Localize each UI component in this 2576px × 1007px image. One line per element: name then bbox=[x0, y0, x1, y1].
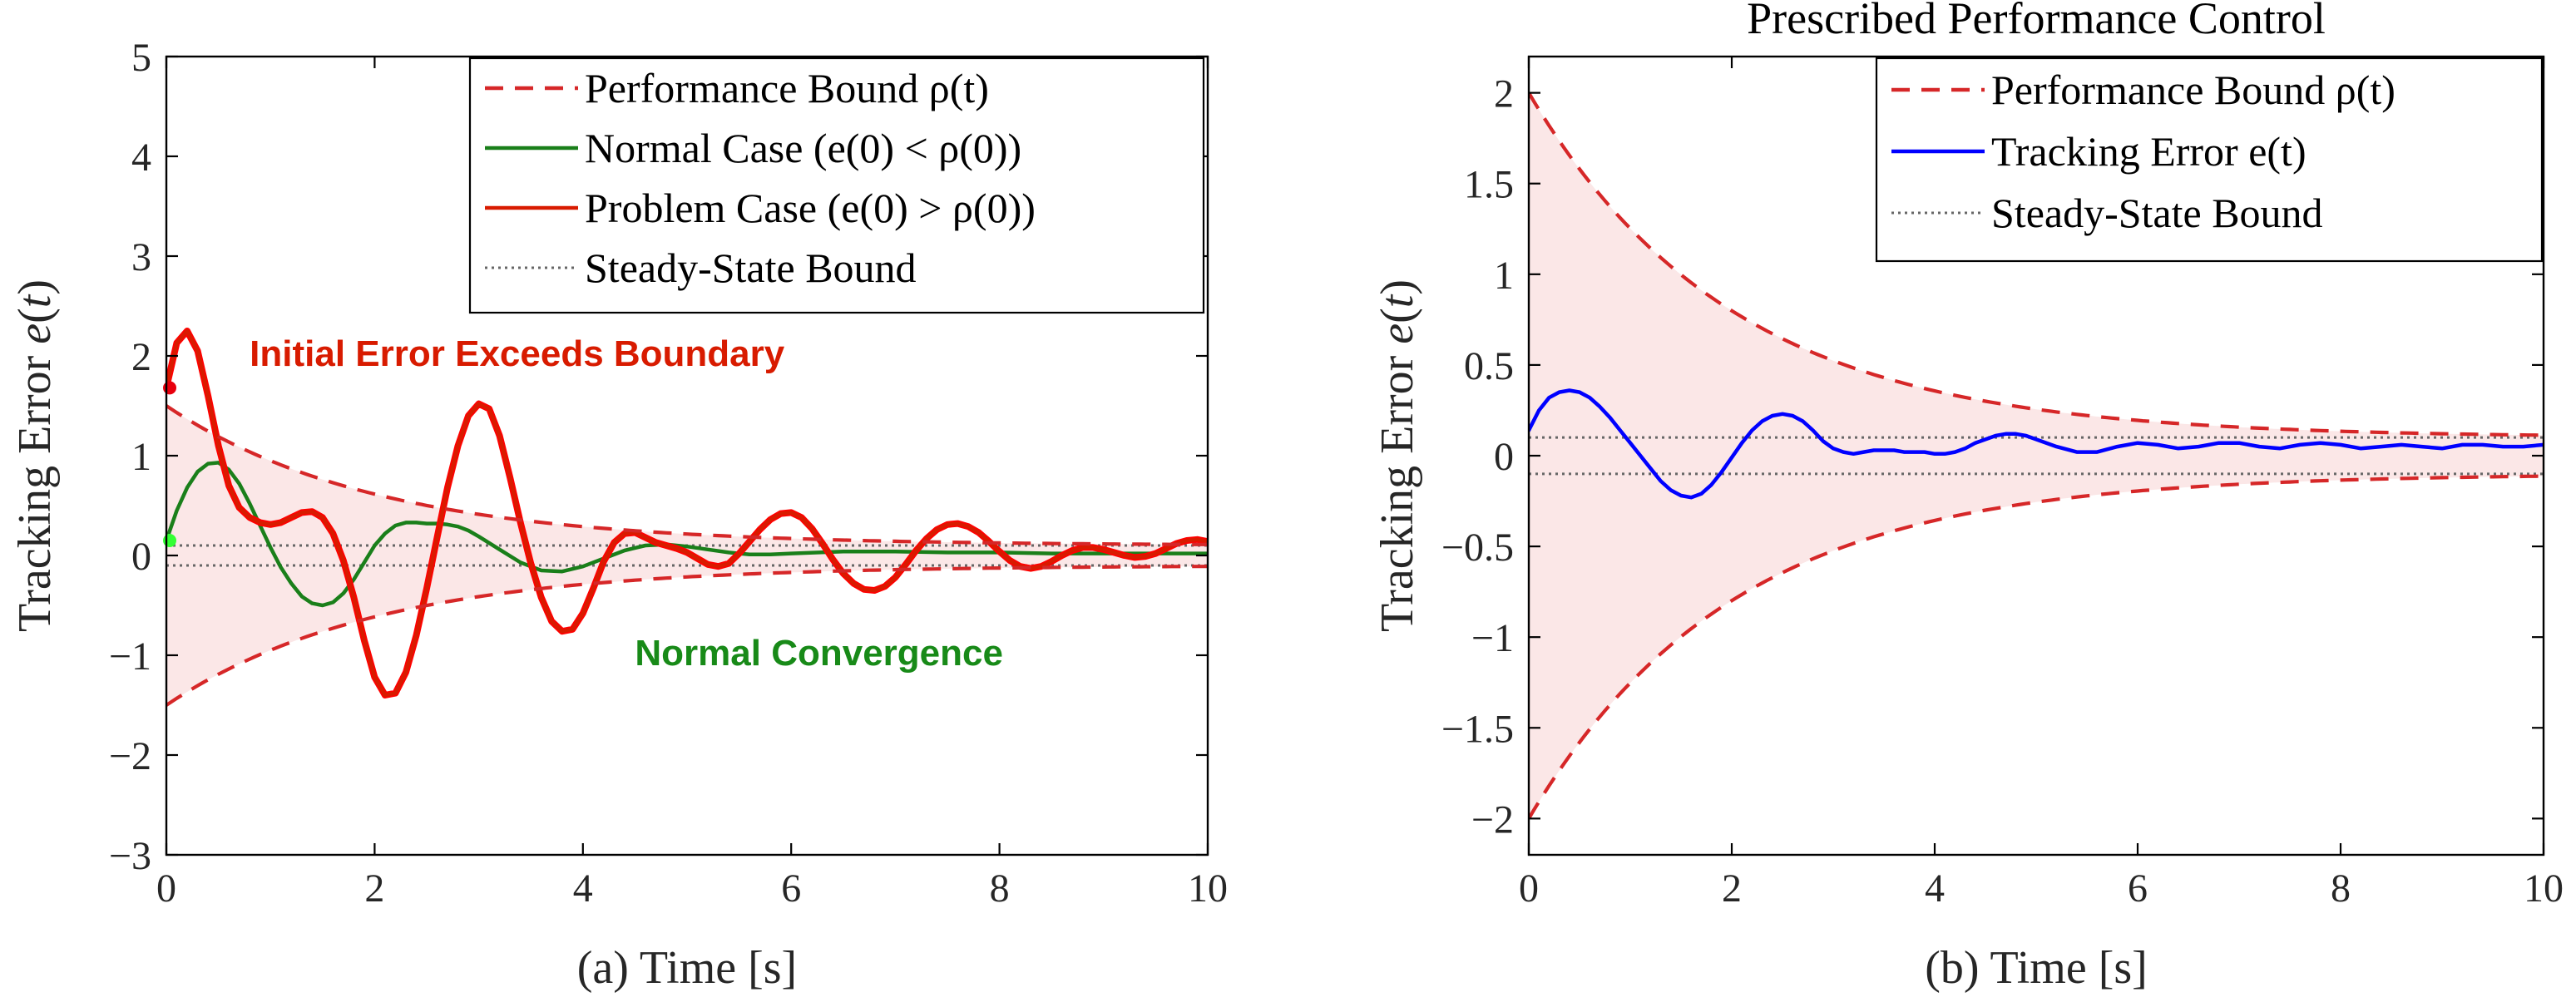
legend-label: Normal Case (e(0) < ρ(0)) bbox=[585, 125, 1021, 171]
legend-label: Problem Case (e(0) > ρ(0)) bbox=[585, 185, 1036, 231]
chart-panel-a: Initial Error Exceeds Boundary Normal Con… bbox=[9, 36, 1228, 994]
normal-start-marker bbox=[163, 534, 176, 547]
legend-label: Steady-State Bound bbox=[585, 244, 917, 291]
y-tick-label: −0.5 bbox=[1441, 526, 1514, 570]
y-tick-label: 3 bbox=[131, 235, 151, 279]
y-tick-label: 5 bbox=[131, 36, 151, 80]
y-tick-label: 4 bbox=[131, 136, 151, 180]
x-tick-label: 8 bbox=[2331, 866, 2351, 911]
y-tick-label: −3 bbox=[109, 834, 151, 878]
y-axis-label-a: Tracking Error e(t) bbox=[9, 279, 61, 632]
y-tick-label: 1 bbox=[131, 435, 151, 479]
legend-box bbox=[1875, 57, 2544, 263]
x-axis-label-b: (b) Time [s] bbox=[1925, 942, 2148, 994]
x-tick-label: 8 bbox=[990, 866, 1010, 911]
x-tick-label: 0 bbox=[1519, 866, 1539, 911]
y-tick-label: 1 bbox=[1494, 254, 1514, 298]
legend-label: Steady-State Bound bbox=[1991, 190, 2323, 236]
performance-bound-lower bbox=[166, 565, 1208, 707]
chart-title-b: Prescribed Performance Control bbox=[1747, 0, 2326, 43]
chart-panel-b: 0 2 4 6 8 10 −2 −1.5 −1 −0.5 0 0.5 1 1.5 2 Prescribed … bbox=[1372, 0, 2564, 994]
x-tick-label: 2 bbox=[364, 866, 384, 911]
y-tick-label: 2 bbox=[131, 335, 151, 379]
series-tracking-error bbox=[1529, 388, 2544, 500]
x-tick-label: 4 bbox=[1925, 866, 1945, 911]
x-tick-label: 0 bbox=[156, 866, 176, 911]
performance-bound-upper bbox=[166, 404, 1208, 546]
y-tick-label: 1.5 bbox=[1464, 163, 1514, 207]
y-tick-label: 0.5 bbox=[1464, 344, 1514, 388]
legend-label: Tracking Error e(t) bbox=[1991, 128, 2307, 175]
legend-label: Performance Bound ρ(t) bbox=[585, 65, 989, 111]
y-tick-label: 0 bbox=[131, 535, 151, 579]
y-tick-label: −1 bbox=[1471, 616, 1514, 660]
x-axis-label-a: (a) Time [s] bbox=[577, 942, 797, 994]
performance-bound-upper bbox=[1529, 91, 2544, 437]
y-axis-label-b: Tracking Error e(t) bbox=[1372, 279, 1423, 632]
performance-bound-lower bbox=[1529, 474, 2544, 820]
x-tick-label: 10 bbox=[1188, 866, 1228, 911]
legend-box bbox=[468, 57, 1205, 314]
annotation-initial-error: Initial Error Exceeds Boundary bbox=[250, 333, 785, 374]
y-tick-label: −1 bbox=[109, 634, 151, 679]
y-tick-label: 2 bbox=[1494, 72, 1514, 116]
y-tick-label: −2 bbox=[109, 734, 151, 778]
series-problem-case bbox=[166, 328, 1208, 698]
legend-a: Performance Bound ρ(t) Normal Case (e(0) … bbox=[468, 57, 1205, 314]
x-tick-label: 2 bbox=[1722, 866, 1742, 911]
annotation-normal-convergence: Normal Convergence bbox=[635, 633, 1003, 674]
legend-b: Performance Bound ρ(t) Tracking Error e(t… bbox=[1875, 57, 2544, 263]
x-tick-label: 10 bbox=[2524, 866, 2564, 911]
y-tick-label: 0 bbox=[1494, 435, 1514, 479]
bound-shaded-region bbox=[1529, 92, 2544, 819]
x-tick-label: 6 bbox=[781, 866, 801, 911]
x-tick-label: 6 bbox=[2128, 866, 2148, 911]
y-tick-label: −1.5 bbox=[1441, 707, 1514, 751]
legend-label: Performance Bound ρ(t) bbox=[1991, 67, 2396, 113]
problem-start-marker bbox=[163, 381, 176, 395]
y-tick-label: −2 bbox=[1471, 797, 1514, 842]
x-tick-label: 4 bbox=[573, 866, 593, 911]
